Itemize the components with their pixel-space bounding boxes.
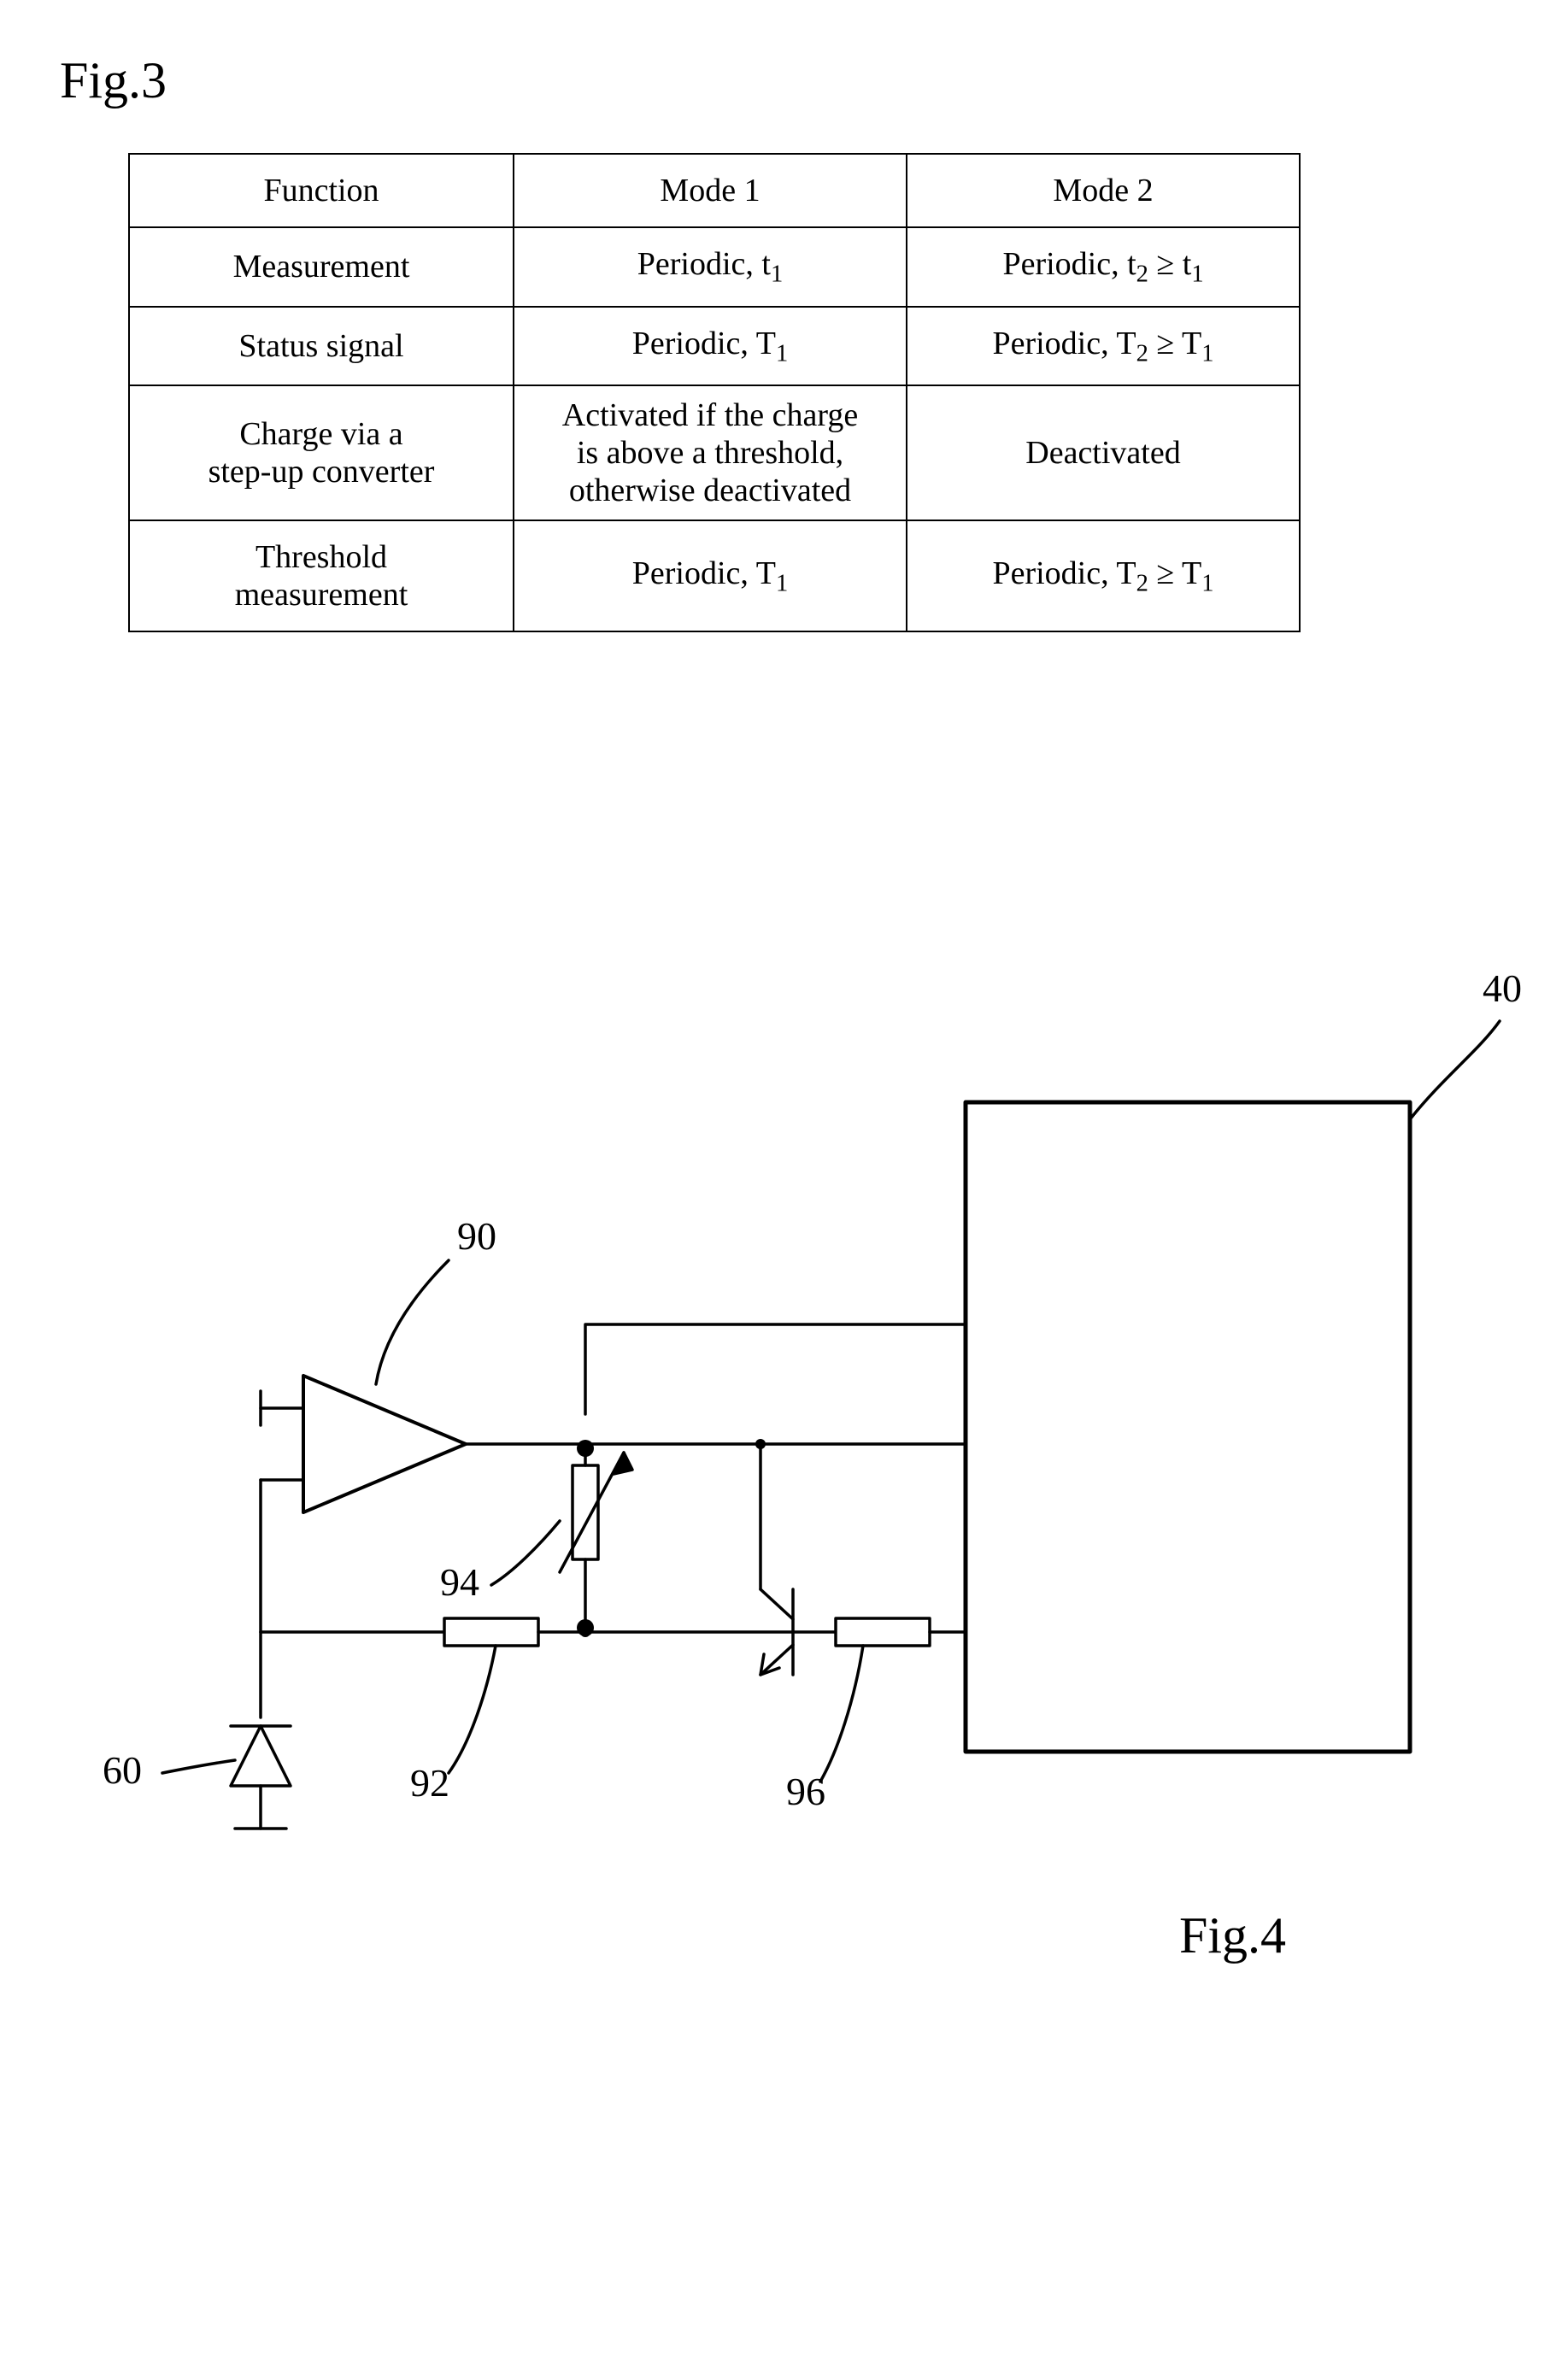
table-row: Measurement Periodic, t1 Periodic, t2 ≥ … (129, 227, 1300, 307)
table-row: Threshold measurement Periodic, T1 Perio… (129, 520, 1300, 631)
cell-mode1: Activated if the charge is above a thres… (514, 385, 907, 520)
cell-mode1: Periodic, t1 (514, 227, 907, 307)
cell-mode2: Periodic, T2 ≥ T1 (907, 307, 1300, 386)
cell-mode1: Periodic, T1 (514, 307, 907, 386)
cell-function: Threshold measurement (129, 520, 514, 631)
cell-mode2: Periodic, T2 ≥ T1 (907, 520, 1300, 631)
ref-40: 40 (1483, 966, 1522, 1011)
ref-96: 96 (786, 1769, 825, 1814)
cell-mode2: Periodic, t2 ≥ t1 (907, 227, 1300, 307)
fig3-table-wrap: Function Mode 1 Mode 2 Measurement Perio… (128, 153, 1508, 632)
cell-function: Measurement (129, 227, 514, 307)
fig3-label: Fig.3 (60, 51, 1508, 110)
cell-function: Charge via a step-up converter (129, 385, 514, 520)
cell-mode2: Deactivated (907, 385, 1300, 520)
ref-92: 92 (410, 1760, 449, 1805)
col-header-mode1: Mode 1 (514, 154, 907, 227)
table-row: Charge via a step-up converter Activated… (129, 385, 1300, 520)
fig4-diagram: 40 90 94 60 92 96 Fig.4 (111, 974, 1508, 1957)
ref-90: 90 (457, 1213, 496, 1259)
cell-mode1: Periodic, T1 (514, 520, 907, 631)
cell-function: Status signal (129, 307, 514, 386)
table-header-row: Function Mode 1 Mode 2 (129, 154, 1300, 227)
fig3-table: Function Mode 1 Mode 2 Measurement Perio… (128, 153, 1301, 632)
col-header-function: Function (129, 154, 514, 227)
ref-94: 94 (440, 1559, 479, 1605)
fig4-label: Fig.4 (1179, 1906, 1286, 1965)
ref-60: 60 (103, 1747, 142, 1793)
col-header-mode2: Mode 2 (907, 154, 1300, 227)
table-row: Status signal Periodic, T1 Periodic, T2 … (129, 307, 1300, 386)
circuit-svg (111, 974, 1564, 1914)
